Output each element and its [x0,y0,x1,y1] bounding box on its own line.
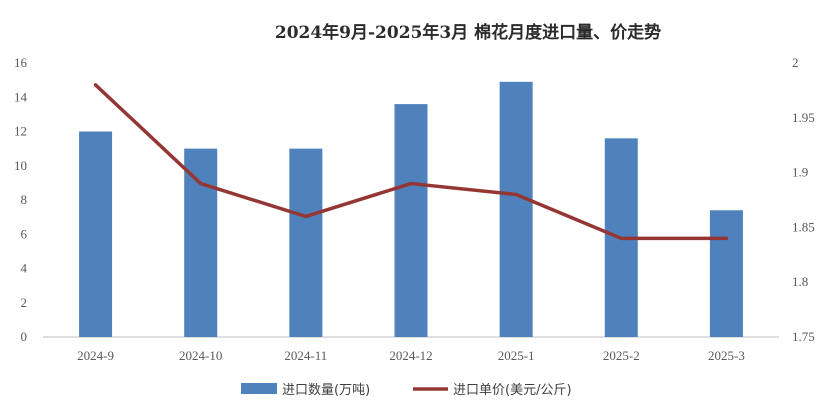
line-point [304,214,308,218]
y-left-tick-label: 16 [14,55,28,70]
legend-swatch-bar [241,383,277,394]
y-right-tick-label: 1.75 [792,329,815,344]
line-point [514,193,518,197]
x-tick-label: 2025-1 [498,348,535,363]
bar [79,131,113,337]
x-tick-label: 2025-3 [708,348,745,363]
bar [499,81,533,338]
x-tick-label: 2024-10 [179,348,222,363]
y-right-tick-label: 1.95 [792,110,815,125]
y-left-tick-label: 6 [21,226,28,241]
x-tick-label: 2024-9 [77,348,114,363]
x-tick-label: 2024-12 [389,348,432,363]
line-point [619,236,623,240]
legend: 进口数量(万吨) 进口单价(美元/公斤) [241,383,572,398]
y-right-tick-label: 1.8 [792,274,808,289]
bar [184,148,218,337]
y-left-tick-label: 8 [21,192,28,207]
x-tick-label: 2025-2 [603,348,640,363]
bar [394,104,428,337]
y-left-tick-label: 14 [14,89,28,104]
line-point [409,182,413,186]
line-point [94,83,98,87]
legend-label-bar: 进口数量(万吨) [282,383,370,398]
bar [289,148,323,337]
y-left-tick-label: 2 [21,295,28,310]
y-left-tick-label: 10 [14,158,27,173]
x-tick-label: 2024-11 [284,348,327,363]
chart-title: 2024年9月-2025年3月 棉花月度进口量、价走势 [275,22,661,43]
line-point [199,182,203,186]
line-point [724,236,728,240]
plot-area: 0 2 4 6 8 10 12 14 16 1.75 1.8 1.85 1.9 1.95 2 2024-9 20… [14,55,815,363]
y-right-tick-label: 2 [792,55,799,70]
y-right-tick-label: 1.85 [792,219,815,234]
y-left-tick-label: 0 [21,329,28,344]
y-right-tick-label: 1.9 [792,165,808,180]
y-left-tick-label: 12 [14,124,27,139]
bar [709,210,743,337]
y-left-tick-label: 4 [21,261,28,276]
legend-label-line: 进口单价(美元/公斤) [453,383,572,398]
